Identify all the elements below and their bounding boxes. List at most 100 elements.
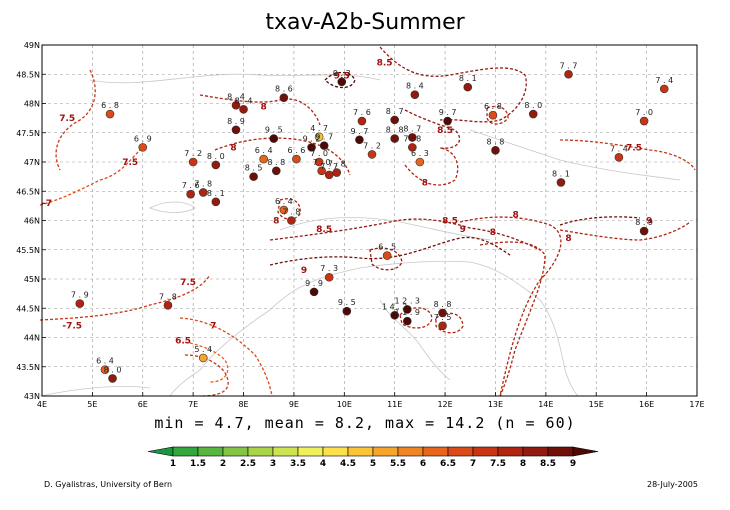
station-marker	[138, 143, 148, 152]
tick-label-x: 12E	[437, 400, 452, 409]
lake-geneva	[149, 201, 196, 213]
colorbar-label: 3	[270, 459, 276, 469]
station-marker	[314, 157, 324, 167]
station-value-label: 8 . 8	[434, 300, 452, 309]
contour-8-5-north	[379, 46, 527, 123]
colorbar-label: 3.5	[290, 459, 306, 469]
contour-label: 9	[460, 225, 466, 235]
station-marker	[357, 116, 367, 126]
colorbar-label: 6	[420, 459, 426, 469]
colorbar-cell	[522, 446, 549, 457]
station-marker	[231, 125, 241, 135]
station-marker	[408, 133, 417, 142]
colorbar-label: 5	[370, 459, 376, 469]
station-marker	[231, 100, 241, 110]
station-value-label: 7 . 8	[328, 160, 346, 169]
station-marker	[198, 353, 208, 363]
tick-label-y: 43.5N	[16, 363, 40, 372]
colorbar: 1 1.5 2 2.5 3 3.5 4 4.5 5 5.5 6 6.5 7 7.5 8 8.5 9	[147, 446, 599, 469]
river-outline	[279, 217, 491, 241]
tick-label-x: 15E	[589, 400, 604, 409]
station-marker	[100, 365, 110, 374]
station-value-label: 8 . 1	[207, 189, 225, 198]
contour-label: 8	[422, 178, 428, 188]
colorbar-label: 8.5	[540, 459, 556, 469]
station-marker	[491, 146, 500, 155]
colorbar-label: 9	[570, 459, 576, 469]
station-value-label: 7 . 3	[320, 264, 338, 273]
station-marker	[639, 116, 649, 126]
station-marker	[309, 287, 319, 297]
station-marker	[271, 166, 281, 176]
tick-label-x: 14E	[538, 400, 553, 409]
contour-labels: 8.59.57.588.587.57.58-788.58.59888997.5-…	[42, 58, 652, 346]
contour-9-po	[269, 236, 511, 266]
station-marker	[163, 301, 173, 310]
contour-8-north	[199, 94, 321, 126]
tick-label-x: 10E	[337, 400, 352, 409]
station-marker	[307, 143, 316, 152]
terrain-outlines	[39, 73, 681, 397]
station-value-label: 7 . 0	[310, 149, 328, 158]
contour-8-east	[559, 221, 691, 241]
station-marker	[390, 310, 399, 320]
colorbar-label: 1.5	[190, 459, 206, 469]
station-value-label: 9 . 2	[303, 134, 321, 143]
contour-8-5-po	[269, 218, 541, 251]
contour-7-5-east	[559, 139, 696, 171]
colorbar-cell	[222, 446, 249, 457]
colorbar-cell	[297, 446, 324, 457]
contour-8-center	[404, 147, 459, 186]
station-marker	[402, 305, 412, 314]
station-value-label: 8 . 1	[459, 74, 477, 83]
contour-8-5-local	[369, 247, 403, 271]
station-value-label: 5 . 4	[194, 345, 212, 354]
contour-label: 9	[646, 216, 652, 226]
station-value-label: 8 . 4	[235, 96, 253, 105]
station-value-label: 7 . 8	[194, 179, 212, 188]
station-value-label: 7 . 8	[282, 208, 300, 217]
tick-label-x: 8E	[238, 400, 248, 409]
tick-label-x: 4E	[37, 400, 47, 409]
station-value-label: 6 . 5	[378, 243, 396, 252]
colorbar-cell	[147, 446, 174, 457]
contour-label: 8	[261, 102, 267, 112]
station-value-label: 7 . 5	[434, 313, 452, 322]
station-marker	[186, 189, 195, 199]
coastline-adriatic	[269, 260, 579, 397]
station-value-label: 8 . 0	[524, 101, 542, 110]
station-value-label: 7 . 6	[182, 181, 200, 190]
tick-label-y: 44.5N	[16, 304, 40, 313]
contour-8-alps	[214, 137, 351, 176]
station-value-label: 6 . 8	[101, 101, 119, 110]
colorbar-cell	[372, 446, 399, 457]
contour-7-coast	[179, 317, 273, 397]
station-value-label: 7 . 4	[610, 144, 628, 153]
station-marker	[211, 160, 221, 170]
axes: 4E 5E 6E 7E 8E 9E 10E 11E 12E 13E 14E 15E 16E 17E 43N 4…	[16, 41, 704, 409]
contour-label: 7	[210, 322, 216, 332]
station-marker	[211, 197, 221, 207]
station-value-label: 7 . 6	[353, 108, 371, 117]
station-value-label: 6 . 8	[484, 102, 502, 111]
station-value-label: 7 . 0	[635, 108, 653, 117]
station-value-label: 9 . 7	[351, 127, 369, 136]
station-value-label: 8 . 6	[275, 85, 293, 94]
station-value-label: 9 . 7	[315, 133, 333, 142]
station-value-label: 9 . 5	[338, 298, 356, 307]
contour-label: 7.5	[122, 158, 138, 168]
tick-label-y: 43N	[24, 392, 40, 401]
station-marker	[319, 141, 329, 150]
contour-7-5-west	[55, 69, 96, 171]
station-value-label: 8 . 8	[267, 158, 285, 167]
tick-label-y: 48.5N	[16, 70, 40, 79]
station-value-label: 1 2 . 3	[395, 296, 420, 305]
station-marker	[279, 93, 289, 102]
station-value-label: 7 . 7	[560, 61, 578, 70]
tick-label-x: 9E	[289, 400, 299, 409]
colorbar-cell	[497, 446, 524, 457]
station-marker	[337, 77, 347, 87]
station-marker	[239, 105, 248, 114]
station-marker	[402, 316, 412, 326]
tick-label-x: 11E	[387, 400, 402, 409]
